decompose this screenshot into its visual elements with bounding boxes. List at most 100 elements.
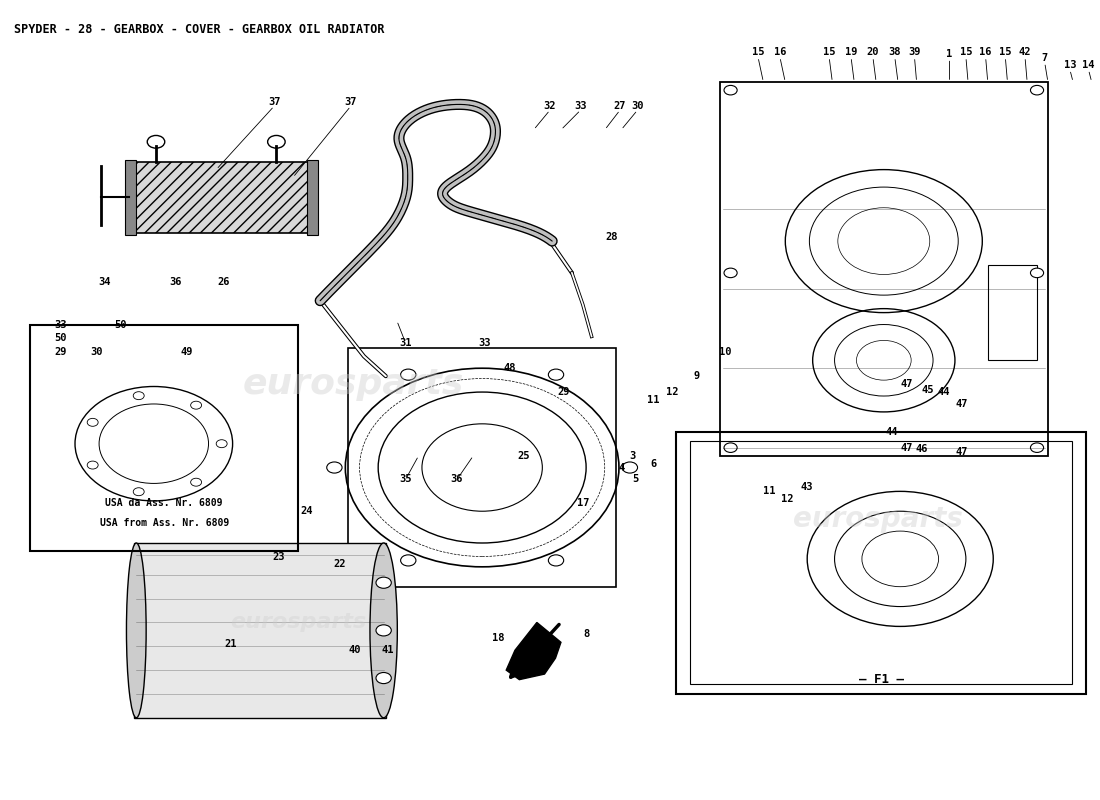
Text: 2: 2 xyxy=(522,640,529,650)
Text: 29: 29 xyxy=(55,347,67,358)
Text: — F1 —: — F1 — xyxy=(859,673,903,686)
Text: 39: 39 xyxy=(909,47,921,57)
Text: 32: 32 xyxy=(543,101,557,111)
Circle shape xyxy=(267,135,285,148)
Text: 11: 11 xyxy=(762,486,776,496)
Text: 47: 47 xyxy=(901,379,913,389)
Text: 4: 4 xyxy=(618,462,625,473)
Text: 47: 47 xyxy=(955,399,968,409)
Bar xyxy=(690,442,1072,684)
Circle shape xyxy=(133,392,144,400)
Text: 37: 37 xyxy=(344,97,358,107)
Text: 8: 8 xyxy=(583,630,590,639)
Text: 36: 36 xyxy=(169,278,182,287)
Bar xyxy=(348,348,616,586)
Circle shape xyxy=(147,135,165,148)
Text: SPYDER - 28 - GEARBOX - COVER - GEARBOX OIL RADIATOR: SPYDER - 28 - GEARBOX - COVER - GEARBOX … xyxy=(13,22,384,36)
Text: 48: 48 xyxy=(504,363,516,374)
Text: 34: 34 xyxy=(98,278,111,287)
Text: 44: 44 xyxy=(937,387,950,397)
Circle shape xyxy=(217,440,227,448)
Circle shape xyxy=(1031,86,1044,95)
Text: eurosparts: eurosparts xyxy=(793,505,964,533)
Bar xyxy=(129,162,309,233)
Text: 9: 9 xyxy=(693,371,700,381)
Circle shape xyxy=(1031,443,1044,453)
Text: 26: 26 xyxy=(218,278,230,287)
Text: 15: 15 xyxy=(959,47,972,57)
Text: 43: 43 xyxy=(801,482,813,492)
Text: 28: 28 xyxy=(605,232,617,242)
Text: 35: 35 xyxy=(399,474,411,485)
Text: 15: 15 xyxy=(999,47,1012,57)
Circle shape xyxy=(724,86,737,95)
Text: 6: 6 xyxy=(651,458,657,469)
Text: 15: 15 xyxy=(751,47,764,57)
Bar xyxy=(719,82,1048,456)
Ellipse shape xyxy=(370,543,397,718)
Bar xyxy=(988,265,1037,360)
Text: 30: 30 xyxy=(631,101,644,111)
Text: 38: 38 xyxy=(889,47,901,57)
Text: 40: 40 xyxy=(349,646,362,655)
Text: 47: 47 xyxy=(955,446,968,457)
Circle shape xyxy=(376,625,392,636)
Text: 44: 44 xyxy=(886,426,898,437)
Text: 18: 18 xyxy=(493,634,505,643)
Text: 49: 49 xyxy=(180,347,192,358)
Text: 33: 33 xyxy=(55,319,67,330)
Text: 17: 17 xyxy=(576,498,590,508)
Circle shape xyxy=(190,402,201,409)
Text: 11: 11 xyxy=(647,395,659,405)
Text: 42: 42 xyxy=(1019,47,1031,57)
Text: 24: 24 xyxy=(300,506,313,516)
Text: 16: 16 xyxy=(979,47,992,57)
Text: 33: 33 xyxy=(478,338,491,348)
Circle shape xyxy=(376,577,392,588)
Text: 3: 3 xyxy=(629,450,635,461)
Circle shape xyxy=(724,268,737,278)
Text: 22: 22 xyxy=(333,559,346,570)
Text: 41: 41 xyxy=(382,646,394,655)
Text: 14: 14 xyxy=(1082,60,1094,70)
Circle shape xyxy=(400,555,416,566)
Text: 30: 30 xyxy=(90,347,103,358)
Text: 46: 46 xyxy=(916,444,928,454)
Circle shape xyxy=(327,462,342,473)
Text: 1: 1 xyxy=(946,50,953,59)
Text: 45: 45 xyxy=(922,386,934,395)
Text: 37: 37 xyxy=(268,97,280,107)
Circle shape xyxy=(549,369,563,380)
Text: 29: 29 xyxy=(557,387,570,397)
Text: 25: 25 xyxy=(517,450,530,461)
Circle shape xyxy=(87,461,98,469)
Bar xyxy=(30,325,298,551)
Circle shape xyxy=(623,462,638,473)
Text: 12: 12 xyxy=(667,387,679,397)
Text: 10: 10 xyxy=(719,347,732,358)
Circle shape xyxy=(549,555,563,566)
Text: eurosparts: eurosparts xyxy=(230,613,366,633)
Text: 13: 13 xyxy=(1064,60,1076,70)
Text: 36: 36 xyxy=(451,474,463,485)
Circle shape xyxy=(87,418,98,426)
Text: 50: 50 xyxy=(114,319,128,330)
Text: 7: 7 xyxy=(1042,54,1048,63)
Bar xyxy=(675,432,1087,694)
Text: USA from Ass. Nr. 6809: USA from Ass. Nr. 6809 xyxy=(100,518,229,528)
Circle shape xyxy=(376,673,392,684)
Text: 5: 5 xyxy=(632,474,638,485)
Bar xyxy=(307,160,318,234)
Text: 19: 19 xyxy=(845,47,857,57)
Polygon shape xyxy=(506,622,561,680)
Text: 23: 23 xyxy=(273,551,285,562)
Ellipse shape xyxy=(126,543,146,718)
Text: 21: 21 xyxy=(224,639,236,649)
Circle shape xyxy=(724,443,737,453)
Text: 31: 31 xyxy=(399,338,411,348)
Text: 20: 20 xyxy=(867,47,879,57)
Text: 12: 12 xyxy=(781,494,794,504)
Text: 15: 15 xyxy=(823,47,835,57)
Circle shape xyxy=(190,478,201,486)
Text: 50: 50 xyxy=(55,333,67,343)
